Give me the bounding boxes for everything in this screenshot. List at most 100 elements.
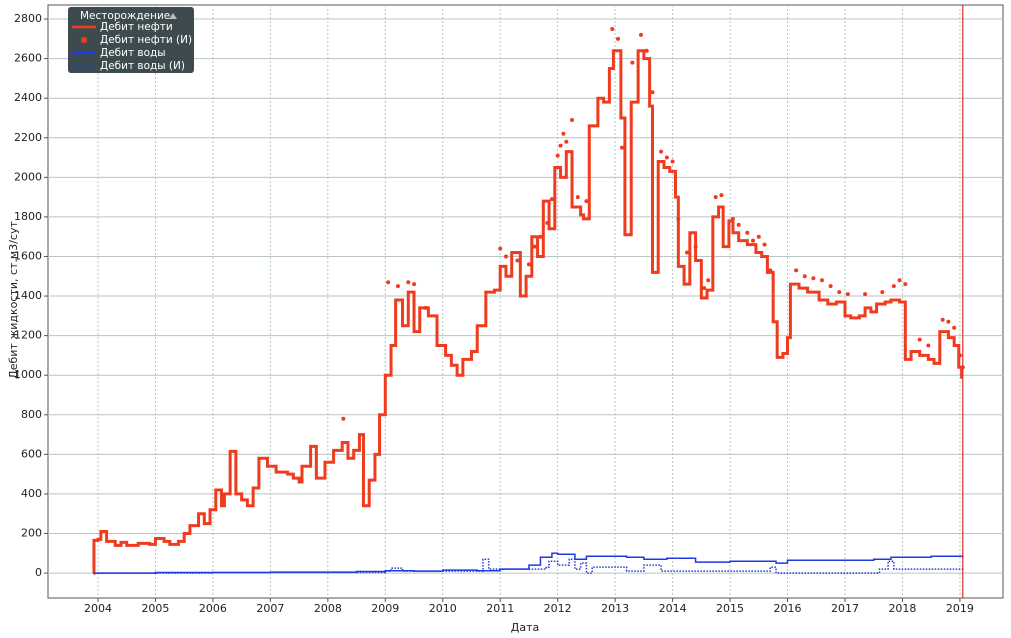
series-line: [92, 49, 964, 575]
plot: 0 200 400 600 800 1000 1200 1400 1600 1800 2000 220…: [14, 5, 1003, 615]
data-point: [650, 90, 655, 95]
plot-area: [47, 4, 1004, 599]
data-point: [558, 143, 563, 148]
data-point: [532, 244, 537, 249]
x-tick-label: 2014: [659, 602, 687, 615]
collapse-icon[interactable]: [169, 13, 177, 19]
data-point: [575, 195, 580, 200]
x-axis-label: Дата: [511, 621, 539, 634]
data-point: [561, 131, 566, 136]
data-point: [903, 282, 908, 287]
data-point: [684, 250, 689, 255]
y-axis-label: Дебит жидкости, ст.м3/сут: [7, 221, 20, 379]
data-point: [730, 216, 735, 221]
data-point: [762, 242, 767, 247]
data-point: [828, 284, 833, 289]
data-point: [664, 155, 669, 160]
data-point: [620, 145, 625, 150]
data-point: [386, 280, 391, 285]
data-point: [341, 416, 346, 421]
data-point: [736, 222, 741, 227]
data-point: [719, 193, 724, 198]
data-point: [811, 276, 816, 281]
x-tick-label: 2004: [84, 602, 112, 615]
x-tick-label: 2016: [774, 602, 802, 615]
data-point: [751, 238, 756, 243]
legend-label: Дебит воды (И): [100, 60, 185, 72]
data-point: [545, 220, 550, 225]
data-point: [926, 343, 931, 348]
data-point: [891, 284, 896, 289]
x-tick-label: 2017: [831, 602, 859, 615]
data-point: [946, 319, 951, 324]
data-point: [819, 278, 824, 283]
x-tick-label: 2007: [256, 602, 284, 615]
data-point: [538, 234, 543, 239]
x-tick-label: 2006: [199, 602, 227, 615]
data-point: [756, 234, 761, 239]
data-point: [616, 36, 621, 41]
data-point: [802, 274, 807, 279]
y-tick-label: 2600: [14, 52, 42, 65]
data-point: [706, 278, 711, 283]
x-tick-label: 2019: [946, 602, 974, 615]
x-tick-label: 2005: [141, 602, 169, 615]
x-tick-label: 2015: [716, 602, 744, 615]
data-point: [526, 262, 531, 267]
y-tick-label: 1000: [14, 368, 42, 381]
x-tick-label: 2011: [486, 602, 514, 615]
data-point: [940, 317, 945, 322]
data-point: [676, 216, 681, 221]
data-point: [570, 117, 575, 122]
y-tick-label: 1800: [14, 210, 42, 223]
data-point: [917, 337, 922, 342]
x-tick-label: 2018: [888, 602, 916, 615]
x-tick-label: 2013: [601, 602, 629, 615]
data-point: [693, 244, 698, 249]
data-point: [897, 278, 902, 283]
data-point: [395, 284, 400, 289]
y-tick-label: 200: [21, 526, 42, 539]
data-point: [498, 246, 503, 251]
data-point: [659, 149, 664, 154]
data-point: [423, 305, 428, 310]
legend-label: Дебит нефти: [100, 21, 173, 33]
data-point: [745, 230, 750, 235]
x-tick-label: 2012: [544, 602, 572, 615]
data-point: [845, 292, 850, 297]
y-tick-label: 1400: [14, 289, 42, 302]
data-point: [503, 254, 508, 259]
data-point: [670, 159, 675, 164]
data-point: [515, 258, 520, 263]
legend-label: Дебит нефти (И): [100, 34, 192, 46]
y-tick-label: 2000: [14, 170, 42, 183]
data-point: [406, 280, 411, 285]
data-point: [768, 268, 773, 273]
y-tick-label: 800: [21, 408, 42, 421]
x-tick-label: 2009: [371, 602, 399, 615]
series-line: [93, 558, 964, 574]
data-point: [412, 282, 417, 287]
data-point: [952, 325, 957, 330]
y-tick-label: 2200: [14, 131, 42, 144]
data-point: [713, 195, 718, 200]
y-tick-label: 0: [35, 566, 42, 579]
data-point: [555, 153, 560, 158]
y-tick-label: 2400: [14, 91, 42, 104]
y-tick-label: 1600: [14, 249, 42, 262]
legend-title: Месторождение: [80, 10, 170, 22]
data-point: [794, 268, 799, 273]
legend-box: [68, 7, 194, 73]
x-tick-label: 2008: [314, 602, 342, 615]
data-point: [863, 292, 868, 297]
data-point: [549, 197, 554, 202]
y-tick-label: 2800: [14, 12, 42, 25]
data-point: [880, 290, 885, 295]
y-tick-label: 400: [21, 487, 42, 500]
data-point: [564, 139, 569, 144]
data-point: [957, 353, 962, 358]
data-point: [638, 32, 643, 37]
x-tick-label: 2010: [429, 602, 457, 615]
